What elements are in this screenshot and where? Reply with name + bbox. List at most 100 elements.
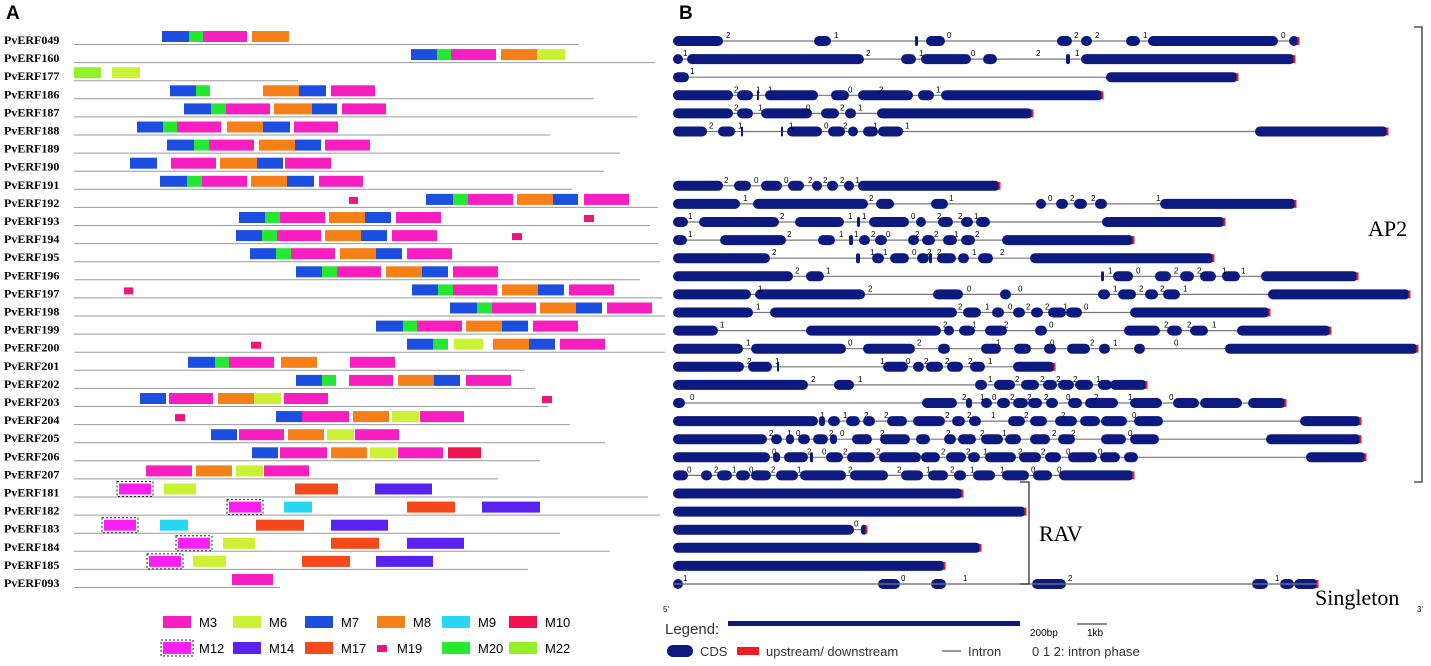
cds-exon (968, 452, 980, 463)
motif-m6 (164, 483, 196, 495)
motif-m14 (482, 501, 540, 513)
cds-exon (1048, 307, 1066, 318)
cds-exon (1043, 379, 1057, 390)
cds-exon (1145, 289, 1158, 300)
cds-exon (1124, 325, 1160, 336)
cds-exon (786, 434, 794, 445)
intron-phase-label: 1 (980, 393, 985, 402)
gene-label: PvERF201 (4, 359, 59, 373)
intron-phase-label: 1 (991, 411, 996, 420)
ap2-bracket (1414, 26, 1423, 483)
gene-structure-row: 1 (673, 67, 1239, 83)
motif-m7 (250, 248, 276, 260)
legend-swatch (163, 642, 191, 654)
cds-exon (985, 452, 1016, 463)
intron-phase-label: 1 (1075, 49, 1080, 58)
intron-phase-label: 1 (820, 411, 825, 420)
cds-exon (673, 470, 688, 481)
motif-m3 (331, 85, 375, 97)
intron-phase-label: 1 (963, 574, 968, 583)
cds-exon (1055, 416, 1077, 427)
intron-phase-label: 0 (1066, 393, 1071, 402)
gene-structure-row (673, 506, 1027, 517)
intron-phase-label: 1 (858, 375, 863, 384)
legend-swatch (442, 616, 470, 628)
cds-exon (673, 560, 945, 571)
cds-exon (976, 217, 990, 227)
intron-phase-label: 1 (1241, 266, 1246, 275)
cds-exon (814, 36, 831, 46)
motif-m20 (438, 284, 453, 296)
gene-label: PvERF193 (4, 214, 59, 228)
gene-label: PvERF203 (4, 395, 59, 409)
intron-phase-label: 0 (1084, 303, 1089, 312)
gene-structure-row: 2 1 0 2 2 1 0 (673, 31, 1300, 46)
motif-row: PvERF200 (4, 338, 665, 355)
cds-exon (1013, 361, 1055, 372)
cds-exon (1074, 198, 1087, 209)
motif-row: PvERF189 (4, 139, 620, 156)
intron-phase-label: 2 (1010, 393, 1015, 402)
legend-item-m12: M12 (160, 639, 224, 657)
cds-exon (961, 235, 975, 246)
gene-label: PvERF196 (4, 268, 59, 282)
cds-exon (673, 398, 685, 408)
cds-exon (1268, 289, 1410, 300)
cds-exon (673, 434, 767, 445)
intron-phase-label: 2 (1000, 248, 1005, 257)
motif-m7 (553, 193, 578, 205)
cds-exon (1180, 271, 1194, 282)
intron-phase-label: 1 (1143, 31, 1148, 40)
cds-exon (821, 108, 839, 119)
intron-phase-label: 2 (945, 357, 950, 366)
intron-phase-label: 2 (724, 176, 729, 185)
motif-m12-outline (175, 535, 213, 552)
motif-m8 (540, 302, 576, 314)
intron-phase-label: 1 (983, 447, 988, 456)
cds-legend-label: CDS (700, 644, 728, 659)
motif-m8 (502, 284, 538, 296)
motif-m20 (477, 302, 492, 314)
cds-exon (673, 361, 744, 372)
motif-m6 (236, 465, 263, 477)
cds-exon (788, 180, 804, 191)
motif-m8 (493, 338, 529, 350)
intron-phase-label: 1 (974, 212, 979, 221)
motif-m7 (140, 393, 166, 404)
motif-m8 (325, 230, 361, 242)
cds-exon (879, 452, 921, 463)
cds-exon (1031, 307, 1043, 318)
intron-phase-label: 2 (975, 230, 980, 239)
cds-exon (748, 361, 772, 372)
cds-exon (1106, 72, 1238, 83)
motif-m7 (295, 139, 321, 151)
gene-structure-row: 2 1 1 0 2 2 2 1 (673, 357, 1056, 372)
cds-exon (1044, 343, 1056, 354)
motif-m7 (130, 157, 157, 169)
cds-exon (1163, 289, 1180, 300)
motif-m7 (184, 103, 211, 115)
cds-exon (1200, 398, 1242, 408)
motif-m7 (376, 320, 403, 332)
intron-phase-label: 1 (936, 85, 941, 94)
gene-structure-row: 1 0 1 2 1 (673, 574, 1319, 589)
cds-exon (913, 361, 924, 372)
motif-m8 (220, 157, 257, 169)
legend-item-m10: M10 (509, 615, 570, 630)
cds-exon (673, 90, 733, 101)
intron-phase-label: 1 (756, 85, 761, 94)
intron-phase-label: 0 (1048, 194, 1053, 203)
motif-m6 (370, 447, 397, 459)
intron-phase-label: 0 (1132, 411, 1137, 420)
intron-phase-label: 1 (688, 230, 693, 239)
cds-exon (818, 235, 835, 246)
motif-m14 (331, 519, 388, 531)
cds-exon (770, 307, 957, 318)
motif-m7 (376, 248, 402, 260)
cds-exon (673, 452, 770, 463)
motif-m3 (607, 302, 652, 314)
intron-phase-label: 2 (879, 85, 884, 94)
intron-phase-label: 1 (746, 339, 751, 348)
motif-m3 (285, 157, 331, 169)
